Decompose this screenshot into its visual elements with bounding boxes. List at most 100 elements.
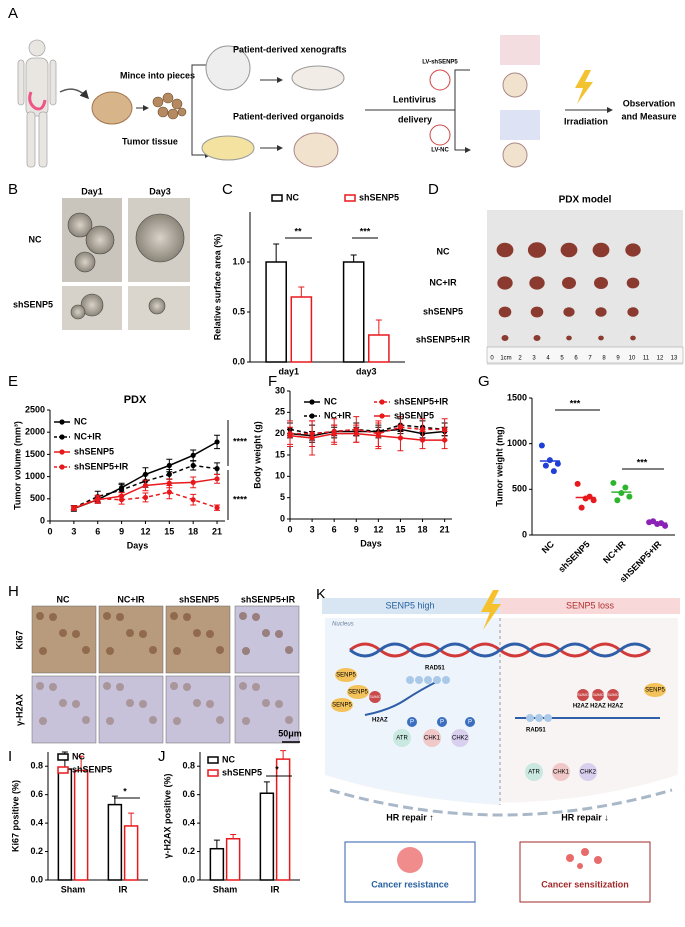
ruler-label: 9 bbox=[616, 356, 620, 362]
point bbox=[142, 494, 149, 501]
bar bbox=[265, 261, 287, 363]
legend-label: NC+IR bbox=[324, 410, 352, 420]
point bbox=[214, 439, 220, 445]
point bbox=[397, 435, 404, 441]
dna bbox=[349, 642, 651, 658]
senp5 bbox=[644, 683, 666, 697]
point bbox=[214, 466, 220, 472]
ihc-tiles bbox=[31, 605, 300, 744]
y-tick-label: 0.8 bbox=[30, 761, 43, 771]
stain bbox=[170, 612, 178, 620]
stain bbox=[170, 682, 178, 690]
point bbox=[442, 437, 448, 443]
label: CHK1 bbox=[553, 770, 570, 776]
y-tick-label: 0.8 bbox=[182, 761, 195, 771]
error-bar bbox=[230, 833, 237, 839]
row-label: NC bbox=[29, 234, 42, 244]
tumor bbox=[626, 277, 640, 289]
arrow bbox=[191, 64, 210, 155]
legend-marker bbox=[309, 399, 315, 405]
ruler-label: 11 bbox=[643, 356, 650, 362]
label: Lentivirus bbox=[393, 94, 436, 104]
error-bar bbox=[375, 319, 382, 335]
y-axis-label: Tumor volume (mm³) bbox=[12, 421, 22, 510]
tumor bbox=[91, 91, 133, 125]
header bbox=[500, 598, 680, 614]
senp5-left: SENP5 SENP5 SENP5 bbox=[331, 668, 369, 712]
kinases-left bbox=[393, 717, 475, 747]
bar bbox=[107, 803, 123, 881]
label: Mince into pieces bbox=[120, 70, 195, 80]
panel-label: E bbox=[8, 373, 18, 390]
ruler bbox=[486, 346, 684, 364]
x-tick-label: NC+IR bbox=[601, 539, 628, 566]
point bbox=[419, 426, 426, 432]
arrow bbox=[365, 69, 470, 150]
stain bbox=[126, 699, 134, 707]
stain bbox=[103, 682, 111, 690]
legend-label: NC bbox=[286, 192, 299, 202]
label: and Measure bbox=[621, 111, 676, 121]
panel-label: A bbox=[8, 5, 18, 22]
ruler-label: 1cm bbox=[500, 356, 511, 362]
label: ATR bbox=[528, 770, 540, 776]
y-tick-label: 0.6 bbox=[182, 789, 195, 799]
stain bbox=[285, 646, 293, 654]
panel-d: D PDX model NC NC+IR shSENP5 shSENP5+IR bbox=[416, 181, 684, 365]
bolt bbox=[575, 70, 593, 104]
senp5-label: SENP5 bbox=[645, 688, 665, 694]
point bbox=[542, 462, 549, 469]
kinases-right bbox=[525, 763, 597, 781]
bar bbox=[123, 825, 139, 881]
y-tick-label: 1500 bbox=[507, 392, 527, 402]
point bbox=[166, 462, 172, 469]
label: Nucleus bbox=[332, 622, 354, 628]
label: CHK1 bbox=[424, 736, 441, 742]
panel-b: B Day1 Day3 NC shSENP5 bbox=[8, 181, 190, 330]
y-tick-label: 1500 bbox=[25, 449, 45, 459]
x-axis-label: Days bbox=[127, 540, 149, 550]
bolt bbox=[481, 590, 501, 630]
tumor bbox=[592, 242, 610, 258]
point bbox=[353, 431, 359, 437]
point bbox=[375, 433, 381, 439]
nucleus-left bbox=[325, 618, 500, 805]
label: P bbox=[410, 720, 414, 726]
x-tick-label: 3 bbox=[71, 526, 76, 536]
stain bbox=[139, 630, 147, 638]
tumor bbox=[627, 307, 639, 317]
y-tick-label: 2000 bbox=[25, 427, 45, 437]
panel-label: K bbox=[316, 586, 326, 603]
legend-swatch bbox=[271, 194, 283, 202]
stain bbox=[59, 629, 67, 637]
label: H2AZ H2AZ H2AZ bbox=[573, 704, 624, 710]
point bbox=[442, 426, 448, 432]
x-tick-label: 3 bbox=[310, 524, 315, 534]
point bbox=[610, 479, 617, 486]
y-tick-label: 500 bbox=[30, 493, 45, 503]
y-axis-label: γ-H2AX positive (%) bbox=[162, 773, 172, 858]
point bbox=[95, 496, 101, 502]
panel-label: C bbox=[222, 181, 233, 198]
label: LV-NC bbox=[431, 148, 449, 154]
stain bbox=[39, 717, 47, 725]
y-tick-label: 1.0 bbox=[232, 256, 245, 266]
y-tick-label: 1000 bbox=[507, 438, 527, 448]
point bbox=[190, 462, 196, 469]
legend-marker bbox=[59, 434, 65, 440]
stain bbox=[126, 629, 134, 637]
ruler-label: 4 bbox=[546, 356, 550, 362]
sumo-right bbox=[577, 689, 619, 701]
stain bbox=[275, 630, 283, 638]
organoids bbox=[67, 212, 185, 320]
stain bbox=[82, 646, 90, 654]
ruler-label: 8 bbox=[602, 356, 606, 362]
stain bbox=[206, 700, 214, 708]
legend-marker bbox=[59, 449, 65, 455]
stain bbox=[49, 683, 57, 691]
stain bbox=[39, 647, 47, 655]
stain bbox=[106, 717, 114, 725]
x-tick-label: 21 bbox=[440, 524, 450, 534]
significance: ** bbox=[294, 226, 302, 236]
stain bbox=[106, 647, 114, 655]
